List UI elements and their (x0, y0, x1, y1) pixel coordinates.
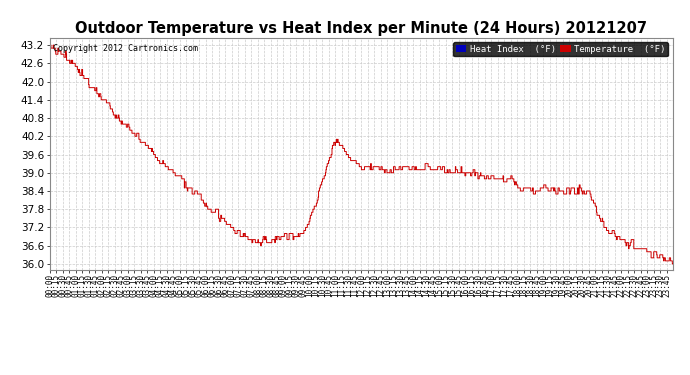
Title: Outdoor Temperature vs Heat Index per Minute (24 Hours) 20121207: Outdoor Temperature vs Heat Index per Mi… (75, 21, 647, 36)
Legend: Heat Index  (°F), Temperature  (°F): Heat Index (°F), Temperature (°F) (453, 42, 668, 56)
Text: Copyright 2012 Cartronics.com: Copyright 2012 Cartronics.com (53, 45, 198, 54)
